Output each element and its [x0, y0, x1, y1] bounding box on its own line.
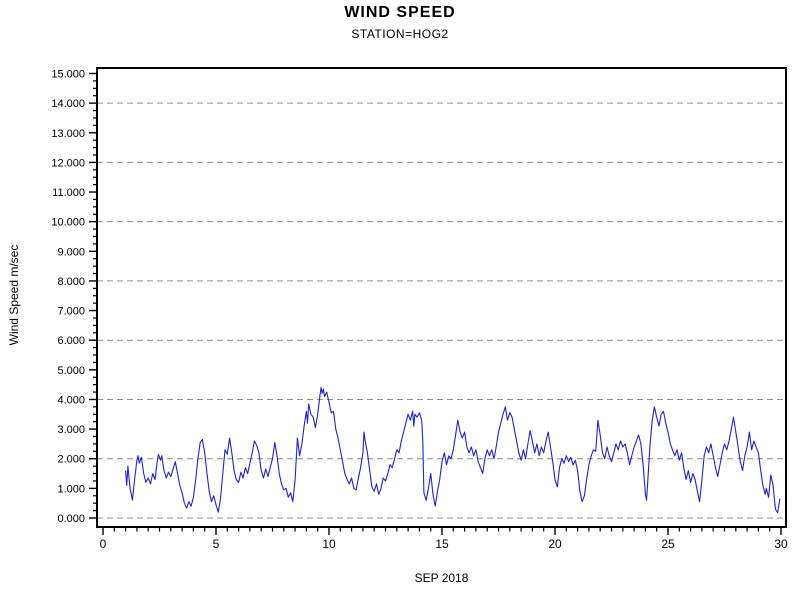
- y-tick-label: 12.000: [51, 157, 85, 169]
- y-tick-label: 7.000: [57, 306, 85, 318]
- y-tick-label: 5.000: [57, 365, 85, 377]
- x-tick-label: 25: [661, 537, 675, 551]
- y-tick-label: 10.000: [51, 217, 85, 229]
- y-tick-label: 2.000: [57, 454, 85, 466]
- y-tick-label: 4.000: [57, 394, 85, 406]
- y-tick-label: 8.000: [57, 276, 85, 288]
- x-tick-label: 10: [322, 537, 336, 551]
- y-tick-label: 3.000: [57, 424, 85, 436]
- chart-subtitle: STATION=HOG2: [351, 27, 449, 41]
- wind-speed-series-line: [125, 387, 781, 514]
- y-tick-label: 15.000: [51, 69, 85, 81]
- y-tick-label: 9.000: [57, 246, 85, 258]
- y-tick-label: 6.000: [57, 335, 85, 347]
- x-tick-label: 5: [213, 537, 220, 551]
- chart-title: WIND SPEED: [344, 4, 456, 21]
- y-tick-label: 0.000: [57, 513, 85, 525]
- x-tick-label: 15: [435, 537, 449, 551]
- y-tick-label: 13.000: [51, 128, 85, 140]
- y-axis-title: Wind Speed m/sec: [7, 245, 21, 346]
- x-axis-title: SEP 2018: [415, 571, 469, 585]
- x-tick-label: 0: [100, 537, 107, 551]
- y-tick-label: 1.000: [57, 483, 85, 495]
- y-tick-label: 14.000: [51, 98, 85, 110]
- x-tick-label: 30: [774, 537, 788, 551]
- y-tick-label: 11.000: [52, 187, 85, 199]
- x-tick-label: 20: [548, 537, 562, 551]
